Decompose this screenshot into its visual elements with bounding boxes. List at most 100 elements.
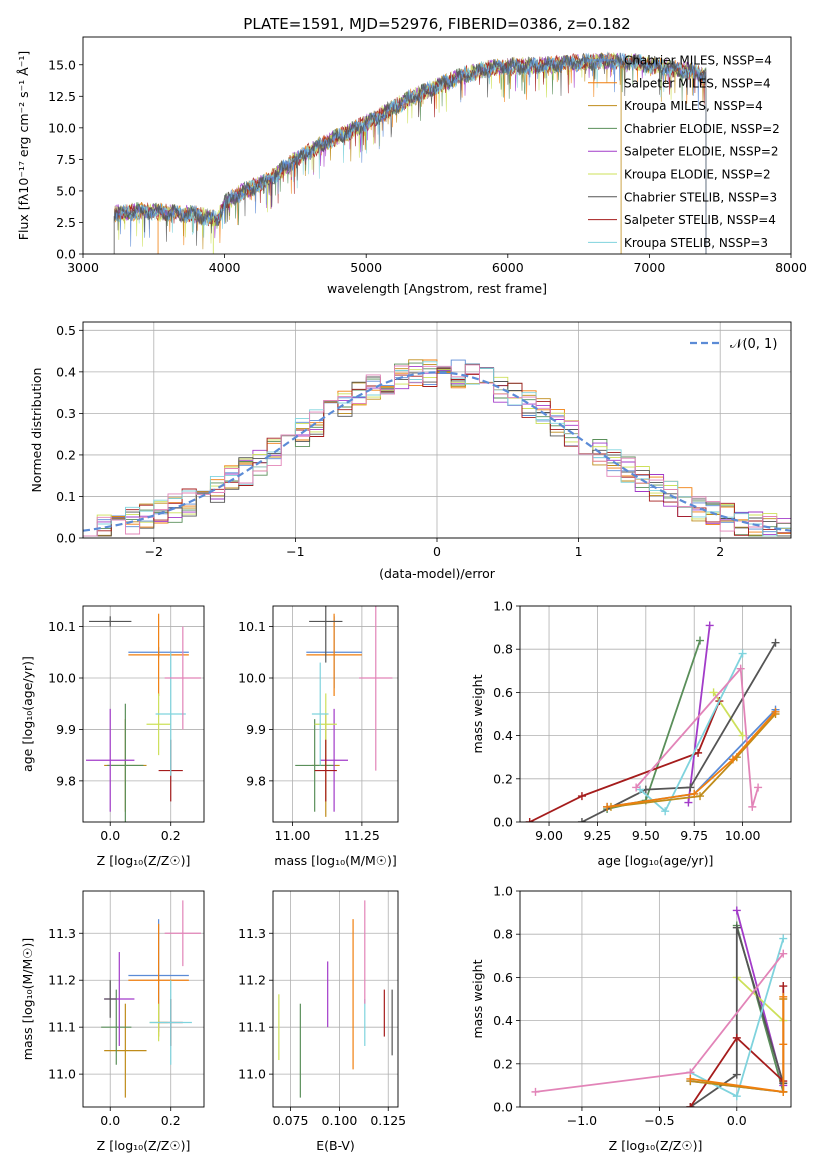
weight_vs_age-point-marker [738,649,747,658]
weight_vs_Z-xtick-label: −0.5 [644,1113,674,1128]
residuals-xlabel: (data-model)/error [379,566,496,581]
weight_vs_age-point-marker [694,748,703,757]
age_vs_Z-xlabel: Z [log₁₀(Z/Z☉)] [97,853,191,868]
spectrum-legend-label: Kroupa STELIB, NSSP=3 [624,236,768,250]
weight_vs_age-point-marker [696,792,705,801]
age_vs_Z-ytick-label: 9.9 [56,722,76,737]
residual-histogram-step [83,364,791,538]
residuals-ytick-label: 0.5 [56,323,76,338]
spectrum-ytick-label: 15.0 [48,57,76,72]
weight_vs_Z-point-marker [732,1070,741,1079]
weight_vs_age-point-marker [728,755,737,764]
age_vs_Z-xtick-label: 0.0 [100,828,120,843]
weight_vs_Z-point-marker [686,1074,695,1083]
residuals-xtick-label: −1 [286,544,304,559]
weight_vs_age-series-line [712,691,744,737]
weight_vs_age-point-marker [577,792,586,801]
mass_vs_ebv-axes: 0.075 0.100 0.125 11.0 11.1 11.2 11.3 [238,891,406,1128]
weight_vs_age-frame [519,605,792,823]
spectrum-legend-label: Chabrier ELODIE, NSSP=2 [624,122,780,136]
weight_vs_age-ytick-label: 1.0 [493,599,513,614]
weight_vs_Z-point-marker [732,1092,741,1101]
residuals-xtick-label: 2 [716,544,724,559]
mass_vs_Z-xtick-label: 0.0 [100,1113,120,1128]
normal-curve [83,371,791,532]
mass_vs_ebv-ytick-label: 11.2 [238,973,266,988]
mass_vs_Z-ylabel: mass [log₁₀(M/M☉)] [20,938,35,1060]
weight_vs_age-series-line [687,625,711,803]
residuals-xtick-label: −2 [145,544,163,559]
mass_vs_Z-xtick-label: 0.2 [161,1113,181,1128]
spectrum-xtick-label: 8000 [775,260,807,275]
weight_vs_Z-series [531,906,788,1107]
weight_vs_age-xlabel: age [log₁₀(age/yr)] [598,853,714,868]
weight_vs_age-series-line [529,700,721,822]
weight_vs_age-xtick-label: 9.75 [680,828,708,843]
age_vs_mass-xlabel: mass [log₁₀(M/M☉)] [274,853,396,868]
weight_vs_age-series [525,621,780,822]
age_vs_mass-points [295,606,393,817]
weight_vs_age-point-marker [577,818,586,822]
residuals-frame [82,321,792,539]
spectrum-frame [82,36,792,255]
weight_vs_age-point-marker [661,807,670,816]
weight_vs_age-series-line [606,640,701,810]
weight_vs_age-ytick-label: 0.8 [493,642,513,657]
age_vs_mass-ytick-label: 10.0 [238,671,266,686]
weight_vs_Z-point-marker [686,1103,695,1107]
spectrum-legend-label: Chabrier STELIB, NSSP=3 [624,190,777,204]
spectrum-legend-label: Salpeter MILES, NSSP=4 [624,76,771,90]
mass_vs_ebv-frame [272,890,399,1108]
weight_vs_age-ylabel: mass weight [470,674,485,753]
age_vs_mass-axes: 11.00 11.25 9.8 9.9 10.0 10.1 [238,606,398,843]
weight_vs_Z-series-line [736,976,784,1022]
residuals-ytick-label: 0.0 [56,531,76,546]
spectrum-xtick-label: 7000 [633,260,665,275]
weight_vs_age-xtick-label: 9.00 [535,828,563,843]
weight_vs_age-ytick-label: 0.4 [493,728,513,743]
weight_vs_Z-point-marker [732,906,741,915]
age_vs_mass-ytick-label: 9.8 [246,773,266,788]
age_vs_Z-ytick-label: 10.1 [48,619,76,634]
weight_vs_Z-ytick-label: 0.0 [493,1100,513,1115]
weight_vs_age-ytick-label: 0.6 [493,685,513,700]
weight_vs_age-series-line [635,666,759,808]
weight_vs_age-xtick-label: 9.50 [632,828,660,843]
mass_vs_Z-ytick-label: 11.0 [48,1067,76,1082]
spectrum-series-line [113,52,707,254]
weight_vs_Z-point-marker [779,1087,788,1096]
spectrum-legend-label: Kroupa ELODIE, NSSP=2 [624,168,771,182]
weight_vs_Z-point-marker [732,1033,741,1042]
weight_vs_age-point-marker [632,783,641,792]
age_vs_Z-xtick-label: 0.2 [161,828,181,843]
mass_vs_Z-points [101,900,201,1098]
weight_vs_age-point-marker [738,731,747,740]
residuals-legend-label: 𝒩(0, 1) [730,337,777,352]
spectrum-xtick-label: 3000 [67,260,99,275]
mass_vs_ebv-points [278,900,393,1098]
spectrum-series-line [113,52,707,254]
residuals-ytick-label: 0.3 [56,406,76,421]
mass_vs_Z-ytick-label: 11.3 [48,926,76,941]
age_vs_mass-ytick-label: 10.1 [238,619,266,634]
spectrum-legend-label: Salpeter STELIB, NSSP=4 [624,213,776,227]
weight_vs_age-point-marker [684,798,693,807]
spectrum-ytick-label: 2.5 [56,215,76,230]
weight_vs_age-point-marker [705,621,714,630]
spectrum-legend-label: Salpeter ELODIE, NSSP=2 [624,145,779,159]
weight_vs_Z-series-line [690,996,785,1093]
spectrum-axes: 3000 4000 5000 6000 7000 8000 0.0 2.5 5.0 7.5 10.0… [48,57,807,275]
weight_vs_Z-point-marker [779,1040,788,1049]
age_vs_mass-xtick-label: 11.25 [344,828,380,843]
mass_vs_Z-ytick-label: 11.1 [48,1020,76,1035]
age_vs_Z-frame [82,605,205,823]
weight_vs_age-series-line [610,713,777,808]
spectrum-lines [113,51,707,254]
spectrum-ylabel: Flux [fλ10⁻¹⁷ erg cm⁻² s⁻¹ Å⁻¹] [16,51,31,240]
residuals-ytick-label: 0.4 [56,364,76,379]
weight_vs_Z-point-marker [779,982,788,991]
age_vs_Z-points [86,613,201,822]
mass_vs_ebv-xtick-label: 0.125 [370,1113,406,1128]
weight_vs_age-series-line [606,711,777,808]
